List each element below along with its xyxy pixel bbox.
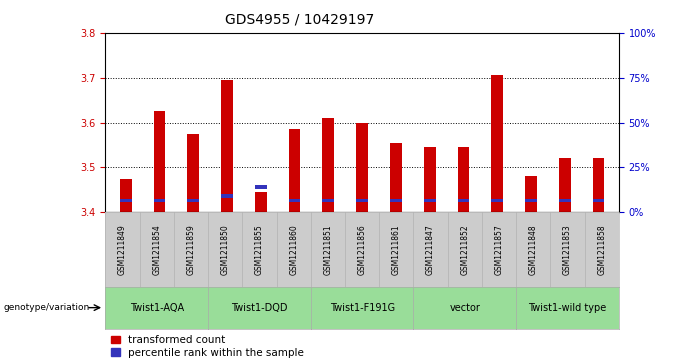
Bar [424,199,436,203]
Text: GSM1211859: GSM1211859 [186,224,195,275]
Text: Twist1-AQA: Twist1-AQA [130,303,184,313]
Bar [255,192,267,212]
Bar [221,80,233,212]
Text: GSM1211856: GSM1211856 [358,224,367,275]
Bar [120,179,131,212]
Bar [458,147,469,212]
Bar [593,199,605,203]
Bar [120,199,131,203]
Bar [187,134,199,212]
Bar [187,199,199,203]
Bar [154,111,165,212]
Bar [593,159,605,212]
Text: GSM1211853: GSM1211853 [563,224,572,275]
Bar [221,195,233,198]
Text: GSM1211857: GSM1211857 [494,224,503,275]
Bar [390,143,402,212]
Text: GSM1211847: GSM1211847 [426,224,435,275]
Text: vector: vector [449,303,480,313]
Bar [288,199,301,203]
Legend: transformed count, percentile rank within the sample: transformed count, percentile rank withi… [111,335,304,358]
Bar [288,129,301,212]
Bar [525,176,537,212]
Text: GSM1211860: GSM1211860 [289,224,298,275]
Text: GSM1211851: GSM1211851 [324,224,333,275]
Bar [559,199,571,203]
Text: Twist1-F191G: Twist1-F191G [330,303,394,313]
Bar [255,185,267,189]
Bar [390,199,402,203]
Text: genotype/variation: genotype/variation [3,303,90,312]
Text: GSM1211858: GSM1211858 [597,224,606,275]
Bar [458,199,469,203]
Text: GSM1211850: GSM1211850 [221,224,230,275]
Bar [322,199,335,203]
Text: GSM1211855: GSM1211855 [255,224,264,275]
Text: GDS4955 / 10429197: GDS4955 / 10429197 [224,13,374,27]
Bar [356,123,368,212]
Bar [491,199,503,203]
Text: GSM1211861: GSM1211861 [392,224,401,275]
Bar [491,76,503,212]
Bar [525,199,537,203]
Text: GSM1211852: GSM1211852 [460,224,469,275]
Bar [154,199,165,203]
Bar [424,147,436,212]
Text: GSM1211854: GSM1211854 [152,224,161,275]
Bar [322,118,335,212]
Text: GSM1211848: GSM1211848 [529,224,538,275]
Text: Twist1-wild type: Twist1-wild type [528,303,607,313]
Bar [559,159,571,212]
Text: Twist1-DQD: Twist1-DQD [231,303,288,313]
Text: GSM1211849: GSM1211849 [118,224,127,275]
Bar [356,199,368,203]
